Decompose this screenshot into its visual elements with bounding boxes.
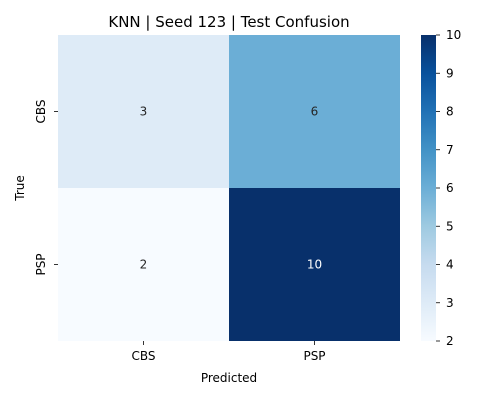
colorbar-ticks: 2 3 4 5 6 7 8 9 10 — [436, 28, 461, 348]
colorbar-tick-label: 3 — [446, 296, 454, 310]
colorbar-tick-label: 2 — [446, 334, 454, 348]
colorbar-tick-label: 6 — [446, 181, 454, 195]
y-axis-label: True — [13, 175, 27, 202]
x-tick-label: PSP — [303, 349, 325, 363]
colorbar-tick-label: 9 — [446, 66, 454, 80]
heatmap-cell-cbs-psp — [229, 35, 400, 188]
x-tick-labels: CBS PSP — [131, 341, 326, 363]
colorbar — [421, 35, 436, 341]
y-tick-label: PSP — [34, 253, 48, 275]
x-tick-label: CBS — [131, 349, 155, 363]
heatmap-cell-psp-cbs — [58, 188, 229, 341]
cell-value-label: 3 — [140, 105, 148, 119]
colorbar-tick-label: 4 — [446, 258, 454, 272]
colorbar-tick-label: 8 — [446, 105, 454, 119]
heatmap-cell-psp-psp — [229, 188, 400, 341]
cell-value-label: 2 — [140, 258, 148, 272]
colorbar-tick-label: 10 — [446, 28, 461, 42]
heatmap-cells: 3 6 2 10 — [58, 35, 400, 341]
heatmap-cell-cbs-cbs — [58, 35, 229, 188]
cell-value-label: 10 — [307, 258, 322, 272]
x-axis-label: Predicted — [201, 371, 257, 385]
y-tick-label: CBS — [34, 99, 48, 123]
y-tick-labels: CBS PSP — [34, 99, 58, 276]
cell-value-label: 6 — [311, 105, 319, 119]
colorbar-tick-label: 7 — [446, 143, 454, 157]
chart-title: KNN | Seed 123 | Test Confusion — [108, 13, 349, 31]
colorbar-tick-label: 5 — [446, 219, 454, 233]
